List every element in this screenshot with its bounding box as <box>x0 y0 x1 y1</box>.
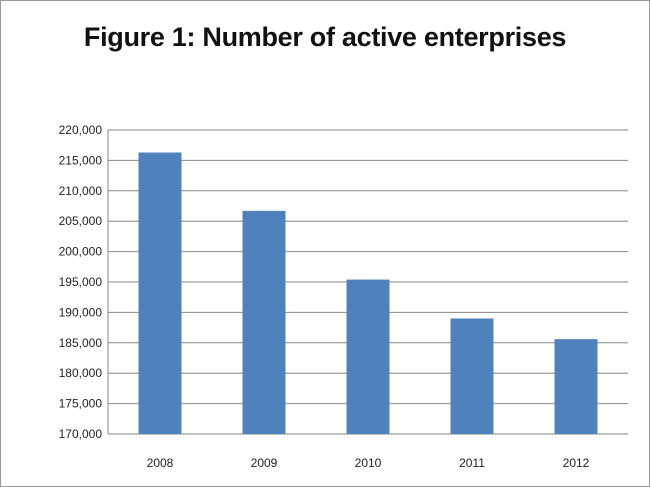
y-tick-label: 215,000 <box>59 153 103 167</box>
bar-2011 <box>450 318 494 434</box>
y-tick-label: 190,000 <box>59 305 103 319</box>
y-tick-label: 170,000 <box>59 427 103 441</box>
bar-2008 <box>138 152 182 434</box>
bar-2012 <box>554 339 598 434</box>
x-tick-label: 2008 <box>147 456 174 470</box>
y-tick-labels: 170,000 175,000 180,000 185,000 190,000 195,0… <box>59 123 103 441</box>
y-tick-label: 210,000 <box>59 184 103 198</box>
chart-title: Figure 1: Number of active enterprises <box>83 22 567 52</box>
x-tick-labels: 2008 2009 2010 2011 2012 <box>147 456 590 470</box>
y-tick-label: 180,000 <box>59 366 103 380</box>
x-tick-label: 2010 <box>355 456 382 470</box>
bar-2009 <box>242 210 286 434</box>
y-tick-label: 220,000 <box>59 123 103 137</box>
y-tick-label: 195,000 <box>59 275 103 289</box>
bars <box>138 152 598 434</box>
y-tick-label: 205,000 <box>59 214 103 228</box>
y-tick-label: 175,000 <box>59 397 103 411</box>
x-tick-label: 2012 <box>563 456 590 470</box>
bar-2010 <box>346 279 390 434</box>
x-tick-label: 2011 <box>459 456 485 470</box>
y-tick-label: 185,000 <box>59 336 103 350</box>
y-tick-label: 200,000 <box>59 245 103 259</box>
x-tick-label: 2009 <box>251 456 278 470</box>
